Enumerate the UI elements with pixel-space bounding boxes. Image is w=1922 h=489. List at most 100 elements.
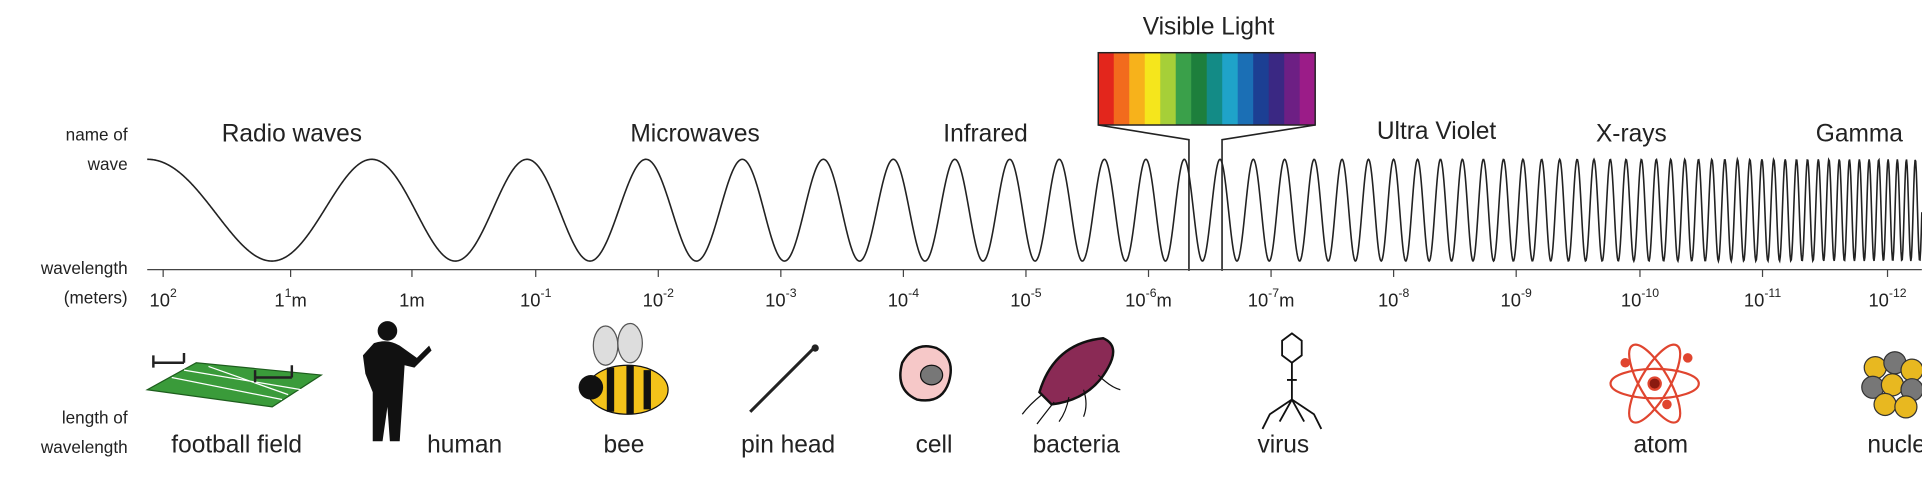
tick-unit: m xyxy=(291,289,306,310)
tick-exponent: -6 xyxy=(1146,286,1157,300)
wave-name: Gamma xyxy=(1816,120,1904,147)
spectrum-stripe xyxy=(1160,52,1177,126)
atom-icon xyxy=(1609,343,1700,424)
visible-light-title: Visible Light xyxy=(1143,14,1275,41)
spectrum-stripe xyxy=(1237,52,1254,126)
spectrum-funnel xyxy=(1098,124,1316,271)
side-label: wave xyxy=(87,154,128,174)
tick-label: 10-11 xyxy=(1744,286,1781,310)
wave-name: Ultra Violet xyxy=(1377,118,1497,145)
tick-base: 10 xyxy=(1125,289,1145,310)
object-label: virus xyxy=(1257,432,1309,459)
bee-icon xyxy=(578,322,669,415)
tick-exponent: -4 xyxy=(908,286,919,300)
football-field-icon xyxy=(145,352,324,408)
tick-exponent: -11 xyxy=(1764,286,1781,300)
wave-name: Microwaves xyxy=(630,120,759,147)
side-label: wavelength xyxy=(40,437,128,457)
cell-icon xyxy=(899,345,952,402)
tick-label: 10-6m xyxy=(1125,286,1172,310)
object-label: nucleus xyxy=(1867,432,1922,459)
object-label: bee xyxy=(604,432,645,459)
tick-base: 1m xyxy=(399,289,425,310)
tick-exponent: -2 xyxy=(663,286,674,300)
object-label: human xyxy=(427,432,502,459)
virus-icon xyxy=(1261,332,1323,430)
spectrum-stripe xyxy=(1284,52,1301,126)
visible-spectrum xyxy=(1098,52,1316,126)
tick-exponent: -10 xyxy=(1641,286,1659,300)
object-label: atom xyxy=(1634,432,1688,459)
human-icon xyxy=(362,321,432,442)
tick-unit: m xyxy=(1157,289,1172,310)
tick-label: 10-7m xyxy=(1248,286,1295,310)
tick-label: 10-9 xyxy=(1501,286,1533,310)
tick-label: 10-4 xyxy=(888,286,920,310)
object-labels: football field human bee pin head cell bacter… xyxy=(171,432,1922,459)
spectrum-stripe xyxy=(1206,52,1223,126)
tick-exponent: -7 xyxy=(1268,286,1279,300)
nucleus-icon xyxy=(1861,351,1922,419)
tick-base: 10 xyxy=(1744,289,1764,310)
spectrum-stripe xyxy=(1113,52,1130,126)
spectrum-stripe xyxy=(1098,52,1115,126)
tick-exponent: 2 xyxy=(170,286,177,300)
tick-exponent: -9 xyxy=(1521,286,1532,300)
tick-base: 10 xyxy=(150,289,170,310)
spectrum-stripe xyxy=(1144,52,1161,126)
tick-label: 10-5 xyxy=(1010,286,1042,310)
object-label: pin head xyxy=(741,432,835,459)
tick-exponent: -1 xyxy=(541,286,552,300)
object-label: football field xyxy=(171,432,302,459)
tick-base: 10 xyxy=(1010,289,1030,310)
tick-base: 10 xyxy=(1868,289,1888,310)
spectrum-stripe xyxy=(1268,52,1285,126)
tick-base: 10 xyxy=(888,289,908,310)
spectrum-frame xyxy=(1097,51,1316,126)
tick-base: 10 xyxy=(520,289,540,310)
tick-exponent: 1 xyxy=(285,286,292,300)
spectrum-stripe xyxy=(1191,52,1208,126)
spectrum-stripe xyxy=(1129,52,1146,126)
tick-exponent: -8 xyxy=(1398,286,1409,300)
tick-base: 10 xyxy=(1378,289,1398,310)
tick-label: 10-10 xyxy=(1621,286,1659,310)
side-label: length of xyxy=(62,408,128,428)
spectrum-stripe xyxy=(1175,52,1192,126)
tick-base: 10 xyxy=(1621,289,1641,310)
spectrum-stripe xyxy=(1222,52,1239,126)
tick-exponent: -3 xyxy=(786,286,797,300)
tick-exponent: -5 xyxy=(1031,286,1042,300)
pin-icon xyxy=(749,344,819,413)
wave-name: Radio waves xyxy=(222,120,362,147)
tick-label: 10-1 xyxy=(520,286,552,310)
spectrum-stripe xyxy=(1299,52,1316,126)
tick-label: 102 xyxy=(150,286,177,310)
side-label: wavelength xyxy=(40,258,128,278)
wave xyxy=(147,156,1922,265)
tick-base: 1 xyxy=(274,289,284,310)
tick-label: 10-3 xyxy=(765,286,797,310)
tick-label: 10-2 xyxy=(643,286,675,310)
tick-label: 10-12 xyxy=(1868,286,1906,310)
tick-base: 10 xyxy=(1501,289,1521,310)
tick-label: 11m xyxy=(274,286,306,310)
side-label: (meters) xyxy=(64,288,128,308)
spectrum-stripe xyxy=(1253,52,1270,126)
tick-base: 10 xyxy=(765,289,785,310)
wave-name: Infrared xyxy=(943,120,1027,147)
object-label: bacteria xyxy=(1033,432,1121,459)
side-label: name of xyxy=(66,125,128,145)
bacteria-icon xyxy=(1021,337,1121,425)
tick-base: 10 xyxy=(643,289,663,310)
tick-base: 10 xyxy=(1248,289,1268,310)
ticks: 102 11m 1m 10-1 10-2 10-3 10-4 10-5 10-6m 10-7m 10… xyxy=(150,269,1907,310)
tick-label: 10-8 xyxy=(1378,286,1410,310)
tick-label: 1m xyxy=(399,289,425,310)
tick-unit: m xyxy=(1279,289,1294,310)
wave-name: X-rays xyxy=(1596,120,1667,147)
tick-exponent: -12 xyxy=(1889,286,1907,300)
object-label: cell xyxy=(916,432,953,459)
